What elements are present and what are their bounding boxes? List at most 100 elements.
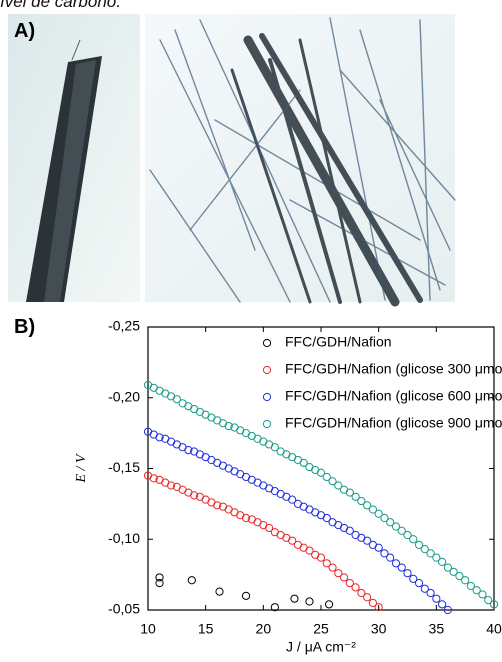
data-point (155, 433, 164, 442)
data-point (374, 543, 383, 552)
photo-right (145, 14, 456, 307)
data-point (224, 421, 233, 431)
data-point (380, 513, 389, 523)
data-point (324, 600, 334, 609)
data-point (432, 594, 441, 603)
data-point (363, 501, 372, 510)
data-point (305, 546, 314, 555)
data-point (155, 573, 164, 582)
legend-label: FFC/GDH/Nafion (glicose 900 μmol L⁻¹) (285, 415, 502, 431)
data-point (397, 563, 406, 572)
panel-label: A) (14, 20, 36, 42)
legend-marker (262, 338, 272, 348)
data-point (374, 603, 383, 612)
data-point (288, 536, 297, 545)
y-tick-label: -0,05 (108, 601, 140, 617)
data-point (391, 522, 401, 531)
y-tick-label: -0,15 (108, 459, 140, 475)
data-point (190, 491, 199, 500)
x-tick-label: 30 (371, 621, 387, 637)
data-point (443, 605, 452, 615)
data-point (351, 583, 360, 592)
data-point (241, 591, 251, 600)
legend-label: FFC/GDH/Nafion (glicose 300 μmol L⁻¹) (285, 361, 502, 377)
data-point (328, 477, 337, 486)
data-point (403, 530, 412, 540)
data-point (172, 395, 181, 404)
data-point (432, 553, 441, 562)
data-point (357, 588, 366, 598)
data-point (328, 563, 337, 572)
data-point (155, 579, 164, 588)
data-point (265, 523, 274, 533)
y-tick-label: -0,25 (108, 318, 140, 334)
x-tick-label: 40 (486, 621, 502, 637)
data-point (380, 549, 389, 558)
y-tick-label: -0,10 (108, 530, 140, 546)
data-point (322, 513, 331, 523)
legend-marker (262, 365, 272, 375)
data-point (391, 559, 401, 568)
data-point (386, 518, 395, 527)
data-point (290, 594, 299, 603)
y-axis-title: E / V (74, 453, 89, 483)
data-point (288, 495, 297, 504)
data-point (374, 509, 383, 518)
data-point (414, 579, 424, 588)
data-point (363, 593, 372, 602)
legend-marker (262, 392, 272, 402)
data-point (322, 472, 331, 482)
data-point (414, 540, 424, 550)
data-point (187, 576, 196, 585)
panel-label: B) (14, 316, 36, 338)
data-point (438, 600, 447, 609)
data-point (386, 553, 395, 562)
data-point (345, 579, 354, 588)
data-point (334, 481, 343, 490)
data-point (420, 584, 429, 593)
data-point (299, 458, 308, 467)
data-point (166, 481, 176, 490)
data-point (345, 526, 354, 535)
caption-fragment: ível de carbono. (0, 0, 121, 11)
legend: FFC/GDH/Nafion FFC/GDH/Nafion (glicose 30… (262, 334, 502, 431)
legend-label: FFC/GDH/Nafion (285, 334, 392, 350)
data-point (270, 443, 279, 452)
data-point (403, 569, 412, 578)
data-point (213, 501, 222, 510)
x-tick-label: 20 (256, 621, 272, 637)
data-point (322, 559, 331, 568)
data-point (409, 535, 418, 544)
data-point (241, 513, 251, 523)
data-point (449, 567, 458, 576)
data-point (149, 474, 158, 483)
data-point (316, 468, 326, 477)
data-point (484, 595, 493, 605)
data-point (455, 571, 464, 581)
data-point (357, 496, 366, 506)
data-point (184, 446, 193, 455)
data-point (316, 553, 326, 562)
data-point (466, 581, 476, 591)
data-point (420, 545, 429, 554)
legend-marker (262, 419, 272, 429)
data-point (461, 576, 470, 585)
photo-left (8, 14, 140, 302)
data-point (426, 588, 435, 598)
data-point (351, 492, 360, 501)
x-tick-label: 10 (140, 621, 156, 637)
data-point (305, 597, 314, 606)
x-tick-label: 35 (429, 621, 445, 637)
data-point (368, 505, 377, 514)
data-point (363, 536, 372, 545)
data-point (345, 488, 354, 497)
y-tick-label: -0,20 (108, 388, 140, 404)
data-point (409, 574, 418, 583)
data-point (368, 598, 377, 608)
data-point (438, 557, 447, 566)
data-point (215, 587, 224, 596)
x-tick-label: 25 (313, 621, 329, 637)
data-point (443, 563, 452, 572)
data-point (472, 586, 481, 595)
